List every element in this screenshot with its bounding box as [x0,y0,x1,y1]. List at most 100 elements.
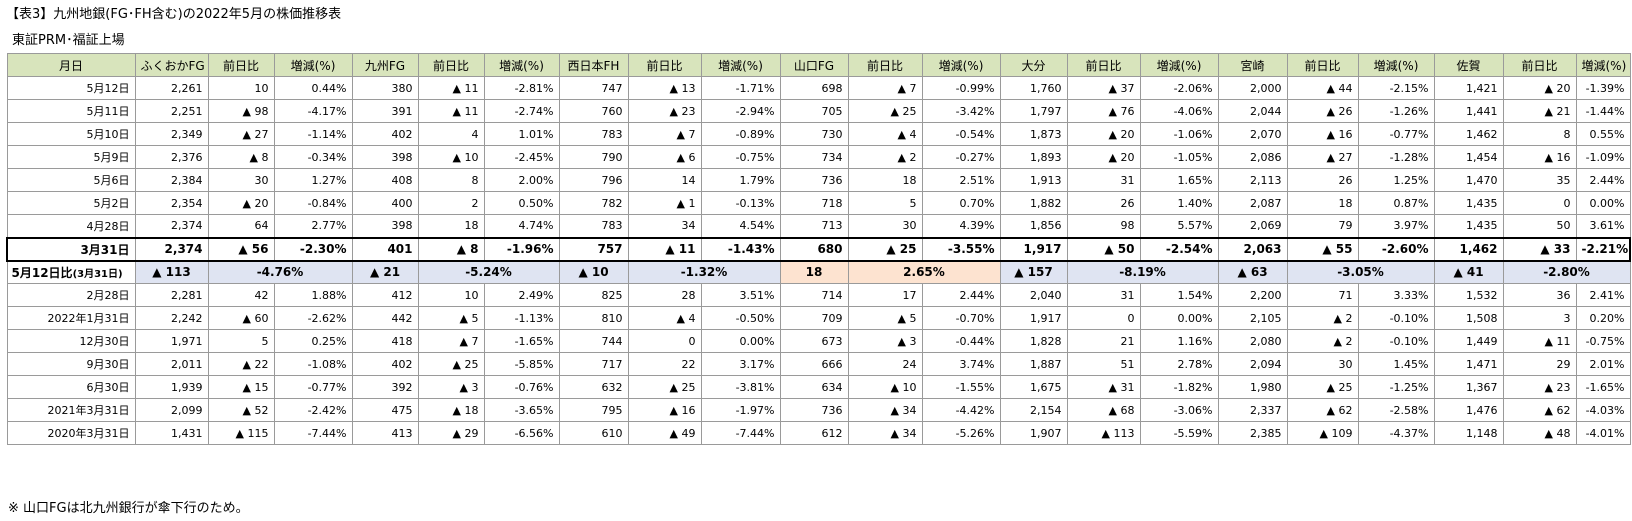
value-cell: 0.87% [1357,191,1435,215]
value-cell: 1,470 [1433,168,1504,192]
value-cell: 17 [847,283,923,307]
column-header: 西日本FH [558,53,629,77]
value-cell: 2,099 [134,398,209,422]
comparison-pct: -4.76% [207,260,353,284]
value-cell: 1.16% [1139,329,1219,353]
date-cell: 5月10日 [6,122,136,146]
value-cell: 760 [558,99,629,123]
value-cell: -0.84% [273,191,353,215]
value-cell: 0.00% [700,329,781,353]
value-cell: 783 [558,122,629,146]
value-cell: 1,508 [1433,306,1504,330]
value-cell: -0.27% [921,145,1001,169]
base-date-row: 3月31日 2,374 ▲ 56 -2.30% 401 ▲ 8 -1.96% 757 ▲ 11-… [6,236,1631,262]
value-cell: 2 [417,191,485,215]
value-cell: ▲ 1 [627,191,702,215]
value-cell: 1.45% [1357,352,1435,376]
comparison-label-main: 5月12日比 [11,265,73,280]
value-cell: 1,449 [1433,329,1504,353]
value-cell: 0.20% [1575,306,1631,330]
value-cell: 1,435 [1433,214,1504,238]
value-cell: -1.39% [1575,76,1631,100]
value-cell: 0.70% [921,191,1001,215]
value-cell: 2.77% [273,214,353,238]
value-cell: 709 [779,306,849,330]
value-cell: -0.99% [921,76,1001,100]
value-cell: 79 [1286,214,1359,238]
table-row: 2月28日 2,281 42 1.88% 412 10 2.49% 825 28 3.51% 714… [6,283,1631,307]
value-cell: 3.17% [700,352,781,376]
value-cell: 2.78% [1139,352,1219,376]
value-cell: 400 [351,191,419,215]
value-cell: ▲ 115 [207,421,275,445]
value-cell: 757 [558,236,629,262]
value-cell: -4.37% [1357,421,1435,445]
value-cell: -0.10% [1357,306,1435,330]
value-cell: 705 [779,99,849,123]
value-cell: -4.03% [1575,398,1631,422]
value-cell: 744 [558,329,629,353]
value-cell: 1,873 [999,122,1068,146]
value-cell: 34 [627,214,702,238]
value-cell: 1.54% [1139,283,1219,307]
value-cell: -2.58% [1357,398,1435,422]
value-cell: -1.26% [1357,99,1435,123]
value-cell: -1.44% [1575,99,1631,123]
value-cell: 30 [1286,352,1359,376]
value-cell: 391 [351,99,419,123]
date-cell: 9月30日 [6,352,136,376]
value-cell: -0.54% [921,122,1001,146]
comparison-diff: ▲ 157 [999,260,1068,284]
value-cell: 2,349 [134,122,209,146]
value-cell: 1.65% [1139,168,1219,192]
table-row: 9月30日 2,011 ▲ 22 -1.08% 402 ▲ 25 -5.85% 717 22 3.… [6,352,1631,376]
value-cell: 1.01% [483,122,560,146]
column-header: ふくおかFG [134,53,209,77]
value-cell: ▲ 109 [1286,421,1359,445]
value-cell: 1,532 [1433,283,1504,307]
value-cell: 2,070 [1217,122,1288,146]
value-cell: 2,113 [1217,168,1288,192]
value-cell: 632 [558,375,629,399]
value-cell: ▲ 37 [1066,76,1141,100]
value-cell: 2.44% [921,283,1001,307]
value-cell: 4.74% [483,214,560,238]
value-cell: 680 [779,236,849,262]
value-cell: ▲ 7 [627,122,702,146]
value-cell: ▲ 10 [417,145,485,169]
value-cell: -4.01% [1575,421,1631,445]
value-cell: ▲ 56 [207,236,275,262]
table-row: 2021年3月31日 2,099 ▲ 52 -2.42% 475 ▲ 18 -3.65% 79… [6,398,1631,422]
value-cell: -2.54% [1139,236,1219,262]
value-cell: 2,069 [1217,214,1288,238]
value-cell: 825 [558,283,629,307]
value-cell: ▲ 2 [1286,329,1359,353]
value-cell: 35 [1502,168,1577,192]
value-cell: 810 [558,306,629,330]
value-cell: ▲ 62 [1502,398,1577,422]
value-cell: 3.97% [1357,214,1435,238]
value-cell: 2,281 [134,283,209,307]
value-cell: 2,044 [1217,99,1288,123]
value-cell: 50 [1502,214,1577,238]
value-cell: -7.44% [273,421,353,445]
value-cell: 1,797 [999,99,1068,123]
date-cell: 5月6日 [6,168,136,192]
column-header: 増減(%) [1575,53,1631,77]
value-cell: ▲ 50 [1066,236,1141,262]
value-cell: ▲ 62 [1286,398,1359,422]
date-cell: 5月11日 [6,99,136,123]
value-cell: 1,675 [999,375,1068,399]
value-cell: ▲ 98 [207,99,275,123]
value-cell: 71 [1286,283,1359,307]
column-header: 前日比 [207,53,275,77]
table-title: 【表3】九州地銀(FG･FH含む)の2022年5月の株価推移表 [6,7,342,22]
value-cell: -0.89% [700,122,781,146]
column-header: 前日比 [847,53,923,77]
comparison-diff: ▲ 63 [1217,260,1288,284]
value-cell: ▲ 20 [1066,122,1141,146]
value-cell: 1.88% [273,283,353,307]
footnote: ※ 山口FGは北九州銀行が傘下行のため。 [8,501,249,516]
column-header: 増減(%) [1357,53,1435,77]
comparison-diff: ▲ 41 [1433,260,1504,284]
